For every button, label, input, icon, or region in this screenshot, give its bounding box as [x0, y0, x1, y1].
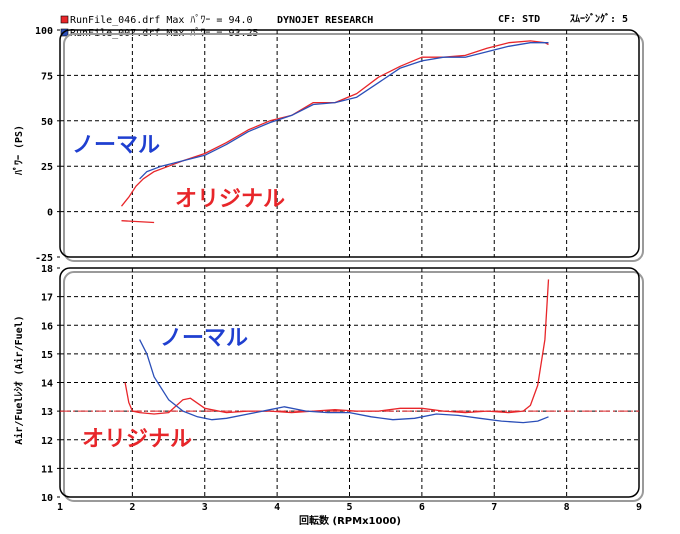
power-y-tick-label: -25 [35, 253, 53, 264]
af-y-tick-label: 10 [41, 493, 53, 504]
x-tick-label: 2 [129, 502, 135, 513]
x-axis-label: 回転数 (RPMx1000) [299, 514, 401, 527]
legend-label-1: RunFile_046.drf Max ﾊﾟﾜｰ = 94.0 [70, 14, 253, 26]
af-y-tick-label: 16 [41, 321, 53, 332]
legend-swatch-red [60, 15, 69, 24]
legend: RunFile_046.drf Max ﾊﾟﾜｰ = 94.0 RunFile_… [60, 14, 259, 39]
power-y-tick-label: 75 [41, 71, 53, 82]
power-panel: 100 75 50 25 0 -25 ﾊﾟﾜｰ (PS) [12, 26, 644, 264]
af-y-tick-label: 13 [41, 407, 53, 418]
annotation-top-normal: ノーマル [72, 133, 160, 158]
x-tick-label: 6 [419, 502, 425, 513]
power-series-red-line [120, 40, 549, 207]
x-tick-label: 8 [564, 502, 570, 513]
power-series-red-torque-stub [121, 220, 155, 224]
af-y-ticks: 18 17 16 15 14 13 12 11 10 [41, 264, 60, 504]
power-y-tick-label: 0 [47, 208, 53, 219]
power-y-tick-label: 50 [41, 117, 53, 128]
af-y-tick-label: 11 [41, 464, 53, 475]
x-axis-ticks: 1 2 3 4 5 6 7 8 9 [57, 502, 642, 513]
x-tick-label: 1 [57, 502, 63, 513]
brand-title: DYNOJET RESEARCH [277, 15, 373, 26]
af-y-tick-label: 15 [41, 350, 53, 361]
power-series-blue-line [139, 42, 549, 180]
annotation-top-original: オリジナル [175, 187, 285, 212]
af-series-red-line [124, 279, 550, 415]
x-tick-label: 5 [346, 502, 352, 513]
annotation-bottom-normal: ノーマル [160, 326, 248, 351]
af-grid [60, 268, 639, 497]
af-y-tick-label: 17 [41, 293, 53, 304]
af-panel: 18 17 16 15 14 13 12 11 10 Air/Fuelﾚｼｵ (Air/Fuel… [13, 264, 644, 504]
annotation-bottom-original: オリジナル [82, 427, 192, 452]
x-tick-label: 9 [636, 502, 642, 513]
power-y-axis-label: ﾊﾟﾜｰ (PS) [12, 125, 25, 176]
power-grid [60, 30, 639, 257]
power-series [120, 40, 549, 224]
power-y-tick-label: 25 [41, 162, 53, 173]
af-y-axis-label: Air/Fuelﾚｼｵ (Air/Fuel) [13, 315, 25, 444]
af-y-tick-label: 12 [41, 436, 53, 447]
af-y-tick-label: 18 [41, 264, 53, 275]
smoothing-setting: ｽﾑｰｼﾞﾝｸﾞ: 5 [570, 12, 628, 25]
af-y-tick-label: 14 [41, 379, 53, 390]
power-y-ticks: 100 75 50 25 0 -25 [35, 26, 60, 264]
x-tick-label: 4 [274, 502, 280, 513]
power-y-tick-label: 100 [35, 26, 53, 37]
x-tick-label: 3 [202, 502, 208, 513]
x-tick-label: 7 [491, 502, 497, 513]
af-series [60, 279, 639, 424]
correction-factor: CF: STD [498, 14, 540, 25]
af-series-blue-line [139, 339, 549, 424]
